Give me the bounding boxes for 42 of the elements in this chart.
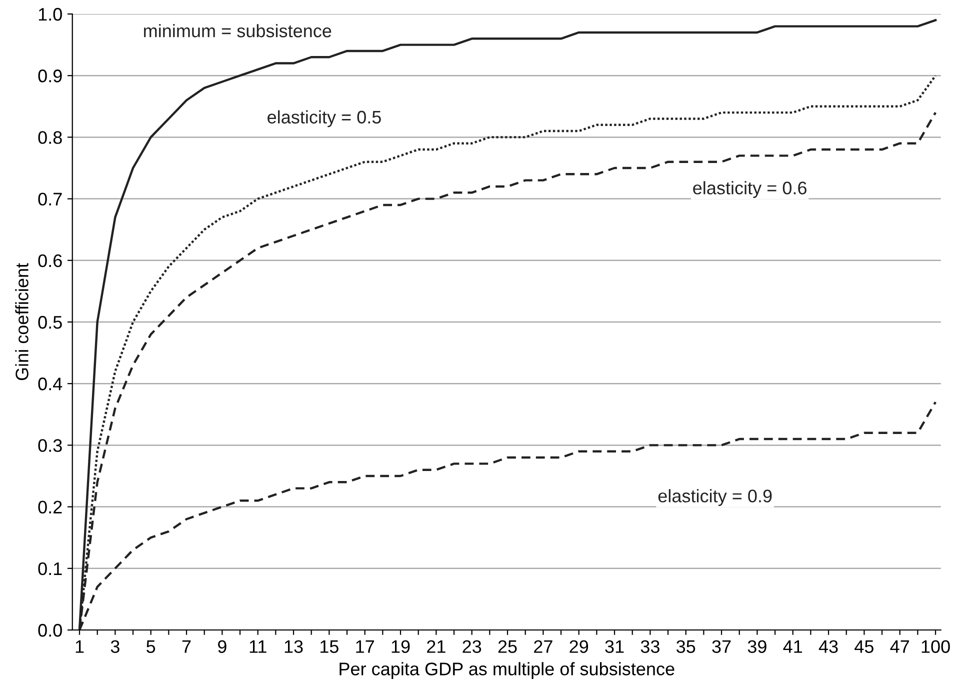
x-tick-label: 5: [146, 640, 156, 653]
y-tick-label: 0.2: [38, 500, 62, 514]
y-tick-label: 0.1: [38, 562, 62, 576]
x-tick-label: 35: [676, 640, 696, 653]
y-tick-label: 0.9: [38, 70, 62, 82]
x-tick-label: 31: [605, 640, 624, 653]
x-tick-label: 100: [922, 640, 950, 653]
x-tick-label: 19: [392, 640, 410, 653]
x-tick-label: 17: [356, 640, 374, 653]
text: elasticity = 0.9: [658, 489, 772, 506]
x-tick-label: 13: [284, 640, 303, 653]
series-label: minimum = subsistence: [144, 24, 332, 38]
x-tick-label: 29: [570, 640, 588, 653]
y-tick-label: 0.3: [38, 439, 62, 452]
x-tick-label: 1: [76, 640, 84, 653]
x-tick-label: 43: [818, 640, 838, 653]
x-tick-label: 37: [712, 640, 731, 653]
x-tick-label: 41: [783, 640, 802, 653]
y-tick-label: 1.0: [38, 8, 62, 21]
x-tick-label: 33: [640, 640, 660, 653]
x-tick-label: 3: [110, 640, 120, 653]
y-tick-label: 0.8: [38, 131, 62, 144]
y-tick-label: 0.7: [38, 192, 62, 206]
x-tick-label: 9: [218, 640, 226, 653]
series-label: elasticity = 0.5: [268, 110, 381, 128]
x-tick-label: 7: [182, 640, 191, 653]
x-tick-label: 21: [427, 640, 446, 653]
x-tick-label: 15: [320, 640, 338, 653]
x-tick-label: 11: [250, 640, 266, 653]
y-tick-label: 0.6: [38, 254, 62, 268]
x-tick-label: 39: [748, 640, 766, 653]
y-tick-label: 0.4: [38, 378, 62, 390]
x-tick-label: 23: [462, 640, 482, 653]
series-label: elasticity = 0.6: [693, 181, 806, 198]
y-tick-label: 0.0: [38, 624, 62, 637]
y-tick-label: 0.5: [38, 316, 62, 329]
y-axis-title: Gini coefficient: [15, 263, 28, 380]
x-axis-title: Per capita GDP as multiple of subsistence: [340, 662, 674, 679]
x-tick-label: 27: [534, 640, 552, 653]
x-tick-label: 25: [498, 640, 517, 653]
x-tick-label: 47: [890, 640, 909, 653]
x-tick-label: 45: [854, 640, 874, 653]
